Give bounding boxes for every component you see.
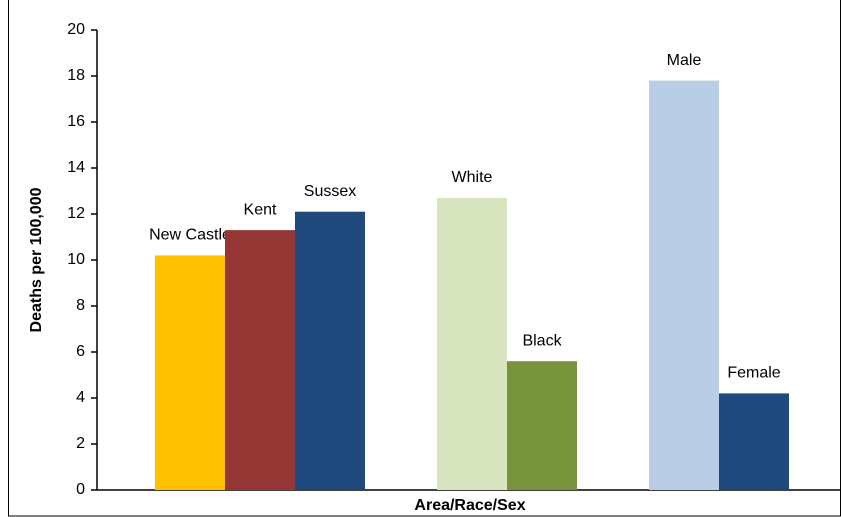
bar-label: Male xyxy=(667,52,702,69)
bar-label: White xyxy=(452,169,493,186)
y-tick-label: 16 xyxy=(67,113,85,130)
bar-label: Female xyxy=(727,365,780,382)
y-tick-label: 14 xyxy=(67,159,85,176)
bar xyxy=(295,211,365,490)
y-tick-label: 2 xyxy=(76,435,85,452)
y-tick-label: 12 xyxy=(67,205,85,222)
bar-label: Sussex xyxy=(304,183,356,200)
y-tick-label: 10 xyxy=(67,251,85,268)
bar-label: Kent xyxy=(244,201,277,218)
y-tick-label: 18 xyxy=(67,67,85,84)
x-axis-title: Area/Race/Sex xyxy=(414,497,525,514)
bar xyxy=(155,255,225,490)
bar xyxy=(225,230,295,490)
bar xyxy=(437,197,507,490)
y-tick-label: 20 xyxy=(67,21,85,38)
bar-label: New Castle xyxy=(149,227,231,244)
bar xyxy=(649,80,719,490)
y-tick-label: 6 xyxy=(76,343,85,360)
y-axis-title: Deaths per 100,000 xyxy=(28,187,45,332)
bar xyxy=(507,361,577,490)
y-tick-label: 0 xyxy=(76,481,85,498)
y-tick-label: 8 xyxy=(76,297,85,314)
bar xyxy=(719,393,789,490)
y-tick-label: 4 xyxy=(76,389,85,406)
bar-label: Black xyxy=(522,332,562,349)
